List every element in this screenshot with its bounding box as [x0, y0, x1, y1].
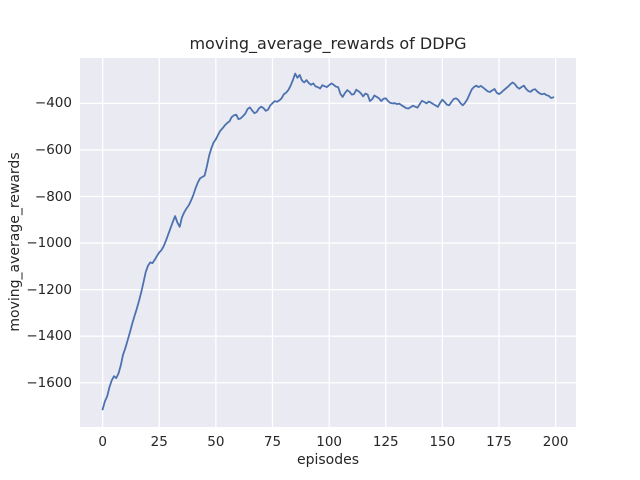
- y-tick-label: −1600: [26, 374, 72, 391]
- x-tick-label: 100: [316, 434, 343, 450]
- x-tick-label: 150: [429, 434, 456, 450]
- y-axis-label: moving_average_rewards: [7, 152, 23, 332]
- y-tick-label: −1000: [26, 235, 72, 252]
- x-tick-label: 200: [542, 434, 569, 450]
- plot-area: [80, 58, 576, 427]
- line-chart-svg: [80, 58, 576, 427]
- x-tick-label: 0: [98, 434, 107, 450]
- x-tick-label: 25: [150, 434, 168, 450]
- y-tick-label: −800: [34, 188, 72, 205]
- y-tick-label: −1400: [26, 328, 72, 345]
- data-line: [101, 72, 555, 411]
- x-tick-label: 125: [372, 434, 399, 450]
- chart-title: moving_average_rewards of DDPG: [189, 34, 467, 53]
- y-tick-label: −1200: [26, 281, 72, 298]
- y-tick-label: −400: [34, 95, 72, 112]
- x-axis-label: episodes: [296, 452, 360, 468]
- y-tick-label: −600: [34, 141, 72, 158]
- x-tick-label: 175: [486, 434, 512, 450]
- x-tick-label: 50: [207, 434, 225, 450]
- x-tick-label: 75: [263, 434, 282, 450]
